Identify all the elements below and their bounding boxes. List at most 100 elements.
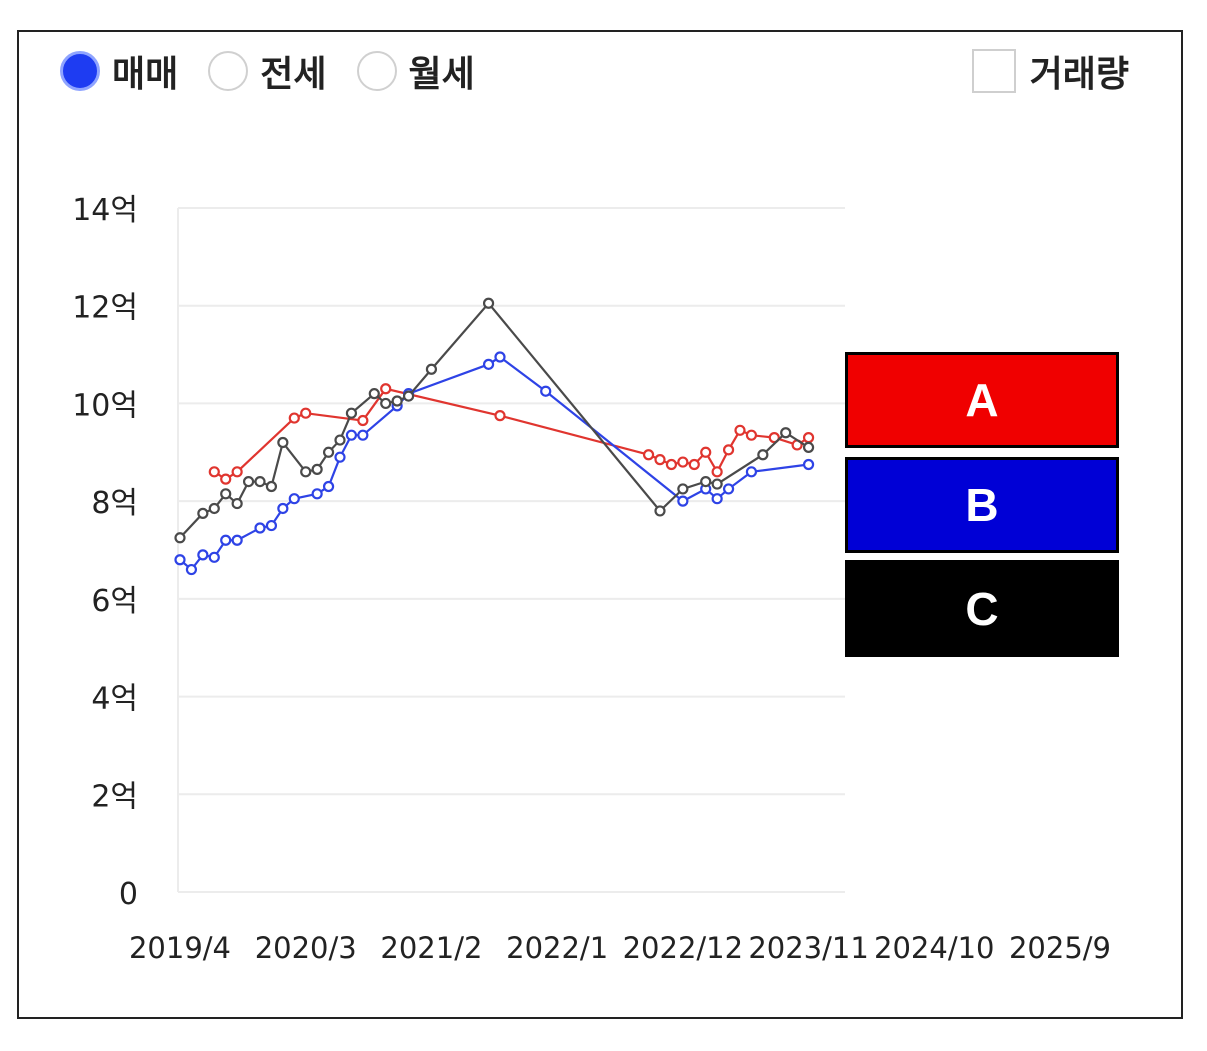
data-point-a: [494, 410, 506, 422]
x-tick-label: 2019/4: [129, 931, 231, 965]
data-point-c: [757, 449, 769, 461]
radio-jeonse[interactable]: 전세: [208, 45, 327, 97]
y-tick-label: 0: [119, 877, 138, 912]
data-point-a: [231, 466, 243, 478]
data-point-b: [322, 480, 335, 493]
data-point-a: [288, 412, 300, 424]
data-point-b: [677, 495, 689, 507]
data-point-a: [802, 432, 815, 444]
deal-type-radio-group: 매매 전세 월세: [60, 45, 505, 97]
data-point-c: [677, 483, 689, 495]
data-point-c: [391, 395, 403, 407]
data-point-b: [357, 429, 369, 441]
data-point-a: [208, 466, 220, 478]
data-point-b: [494, 351, 506, 363]
legend-item-a: A: [845, 352, 1119, 448]
data-point-b: [231, 534, 243, 546]
data-point-a: [665, 458, 678, 471]
data-point-c: [231, 497, 243, 510]
data-point-b: [802, 458, 815, 471]
data-point-a: [300, 407, 312, 419]
data-point-c: [277, 436, 289, 449]
data-point-c: [334, 434, 346, 446]
data-point-a: [734, 424, 746, 436]
data-point-b: [265, 519, 278, 532]
data-point-b: [197, 549, 209, 561]
x-tick-label: 2022/1: [506, 931, 608, 965]
data-point-b: [185, 563, 198, 576]
radio-monthly-rent[interactable]: 월세: [356, 45, 475, 97]
data-point-c: [380, 397, 392, 410]
series-line-b: [179, 355, 809, 572]
data-point-c: [174, 532, 186, 544]
y-tick-label: 12억: [72, 291, 138, 326]
legend-label-c: C: [965, 582, 999, 635]
data-point-b: [174, 554, 186, 566]
volume-checkbox[interactable]: 거래량: [971, 45, 1129, 97]
radio-unselected-icon: [208, 51, 249, 91]
x-tick-label: 2020/3: [255, 931, 357, 965]
data-point-c: [242, 476, 255, 488]
x-tick-label: 2023/11: [748, 931, 868, 965]
radio-jeonse-label: 전세: [260, 54, 327, 95]
data-point-b: [208, 551, 220, 563]
series-line-a: [213, 387, 810, 481]
data-point-a: [711, 466, 723, 478]
data-point-c: [402, 390, 415, 402]
data-point-a: [768, 432, 780, 444]
x-tick-label: 2024/10: [874, 931, 994, 965]
data-point-a: [654, 454, 666, 466]
legend-item-b: B: [845, 457, 1119, 553]
data-point-c: [311, 463, 323, 475]
radio-sale-label: 매매: [112, 54, 179, 95]
data-point-c: [300, 466, 312, 478]
data-point-b: [745, 466, 758, 478]
data-point-c: [780, 427, 792, 439]
data-point-a: [722, 444, 735, 456]
y-tick-label: 6억: [91, 584, 138, 619]
y-tick-label: 2억: [91, 779, 138, 814]
legend-label-b: B: [965, 479, 999, 531]
y-tick-label: 10억: [72, 388, 138, 423]
x-tick-label: 2021/2: [380, 931, 482, 965]
data-point-c: [425, 363, 438, 375]
data-point-a: [642, 449, 655, 461]
radio-monthly-rent-label: 월세: [408, 54, 475, 95]
x-tick-label: 2025/9: [1009, 931, 1111, 965]
data-point-b: [482, 358, 495, 370]
radio-sale[interactable]: 매매: [60, 45, 178, 97]
data-point-c: [482, 297, 495, 309]
data-point-b: [277, 502, 289, 515]
data-point-c: [802, 441, 815, 453]
legend-label-a: A: [965, 374, 999, 426]
data-point-c: [254, 476, 266, 488]
data-point-b: [334, 451, 346, 463]
data-point-b: [254, 522, 266, 534]
data-point-b: [345, 429, 358, 441]
data-point-c: [197, 507, 209, 519]
data-point-a: [677, 456, 689, 468]
data-point-a: [220, 473, 232, 485]
data-point-a: [745, 429, 758, 441]
data-point-c: [208, 502, 220, 515]
data-point-c: [345, 407, 358, 419]
y-tick-label: 8억: [91, 486, 138, 521]
data-point-a: [357, 414, 369, 427]
checkbox-icon: [971, 49, 1016, 93]
data-point-b: [722, 483, 735, 495]
data-point-b: [288, 493, 300, 505]
data-point-a: [380, 383, 392, 395]
data-point-b: [220, 534, 232, 546]
y-tick-label: 4억: [91, 682, 138, 717]
radio-selected-icon: [60, 51, 100, 91]
data-point-c: [265, 480, 278, 493]
data-point-c: [220, 488, 232, 500]
data-point-b: [711, 493, 723, 505]
data-point-c: [322, 446, 335, 458]
data-point-c: [711, 478, 723, 490]
data-point-b: [540, 385, 552, 397]
data-point-c: [654, 505, 666, 517]
data-point-c: [368, 388, 380, 400]
y-tick-label: 14억: [72, 193, 138, 228]
